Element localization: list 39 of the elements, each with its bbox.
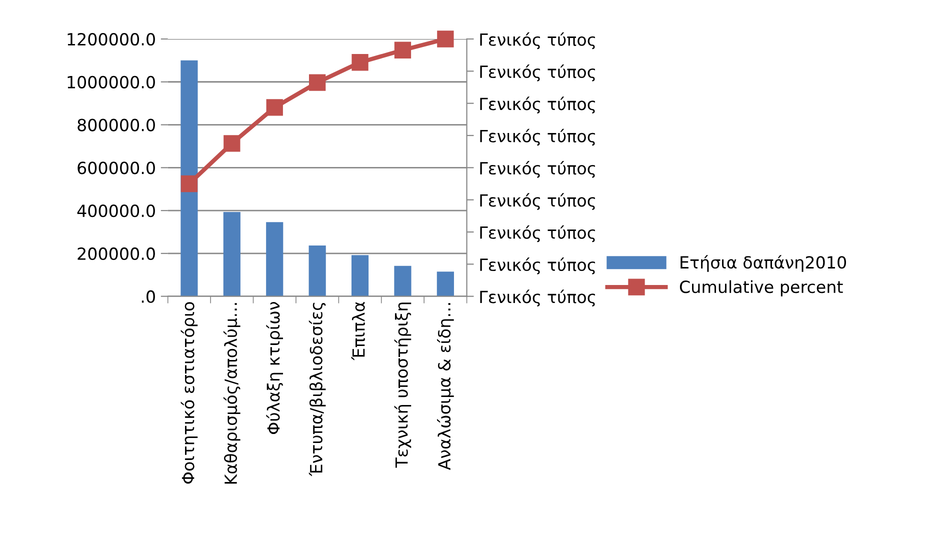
y-tick-label: 1200000.0 [68, 32, 155, 46]
x-tick-label: Φοιτητικό εστιατόριο [180, 302, 198, 484]
bar [266, 222, 284, 296]
point [266, 99, 283, 116]
point [437, 30, 454, 48]
text: Γενικός τύπος [480, 32, 595, 50]
bar [436, 272, 454, 296]
y-tick-label: 200000.0 [78, 247, 155, 260]
point [308, 74, 326, 91]
x-tick-label: Έντυπα/βιβλιοδεσίες [308, 302, 326, 476]
text: Γενικός τύπος [480, 257, 595, 274]
bar [223, 212, 240, 296]
point [394, 42, 412, 58]
legend-label: Cumulative percent [680, 280, 843, 296]
x-tick-label: Έπιπλα [351, 302, 365, 360]
text: Γενικός τύπος [480, 160, 595, 178]
text: Γενικός τύπος [480, 96, 595, 114]
bar [308, 246, 326, 296]
bar [351, 255, 369, 296]
text: Γενικός τύπος [480, 193, 595, 210]
text: Γενικός τύπος [480, 64, 595, 82]
y-tick-label: 1000000.0 [68, 76, 155, 88]
x-tick-label: Αναλώσιμα & είδη… [437, 303, 454, 470]
y-tick-label: 400000.0 [77, 204, 155, 218]
legend-label: Ετήσια δαπάνη2010 [680, 255, 846, 272]
x-tick-label: Φύλαξη κτιρίων [266, 302, 284, 434]
y-tick-label: .0 [142, 290, 155, 303]
point [352, 54, 368, 71]
point [180, 175, 198, 192]
x-tick-label: Τεχνική υποστήριξη [394, 302, 412, 468]
text: Γενικός τύπος [480, 225, 595, 242]
text: Γενικός τύπος [480, 290, 595, 306]
bar [180, 60, 198, 296]
y-tick-label: 600000.0 [78, 162, 155, 174]
bar [394, 266, 412, 296]
y-tick-label: 800000.0 [78, 118, 155, 132]
text: Γενικός τύπος [480, 128, 595, 146]
point [224, 135, 240, 152]
x-tick-label: Καθαρισμός/απολύμ… [223, 303, 240, 484]
